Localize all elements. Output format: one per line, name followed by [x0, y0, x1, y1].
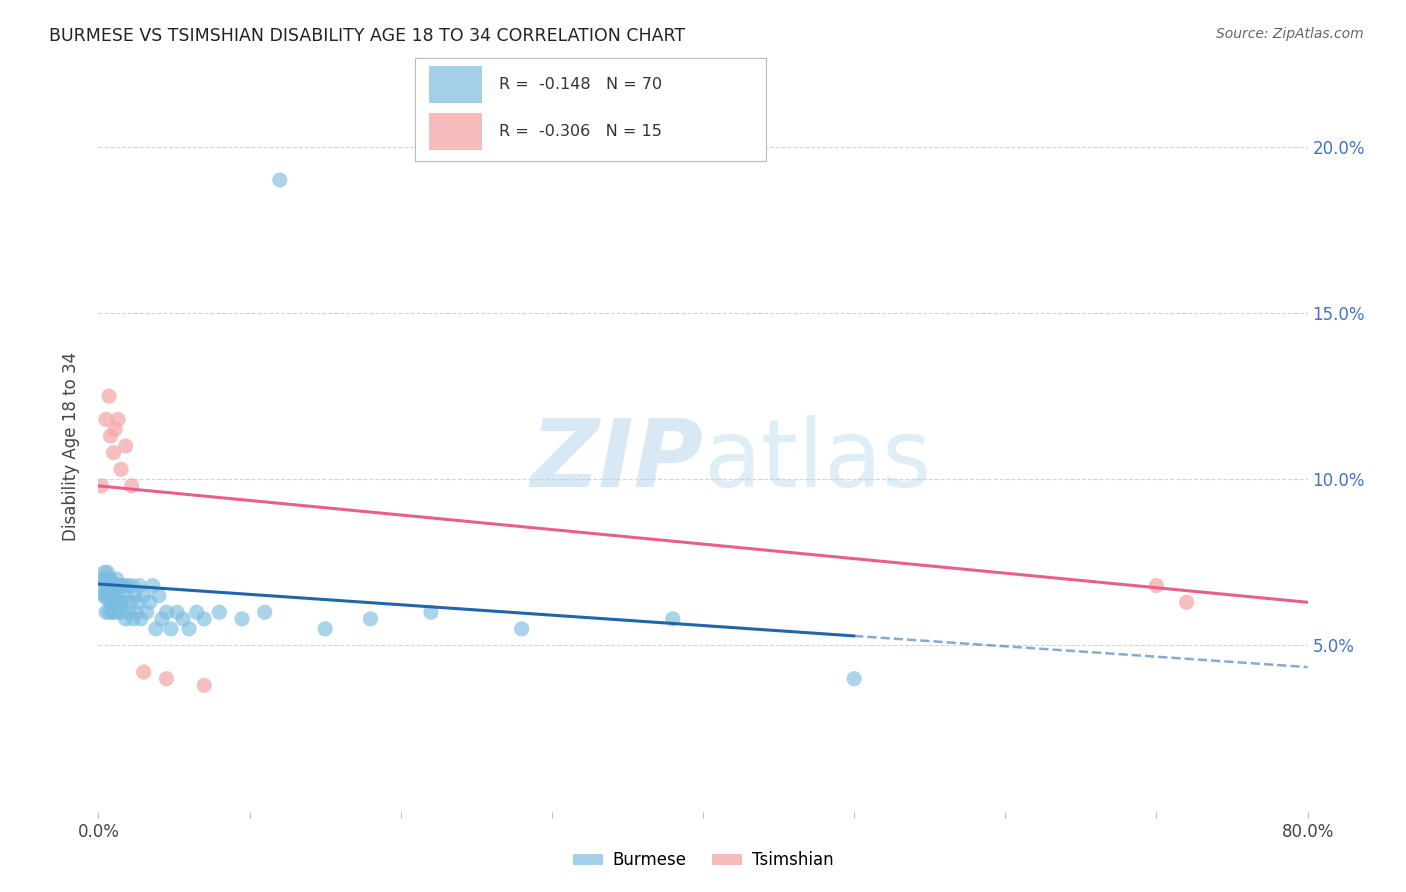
- Point: [90, 479, 112, 493]
- Point: [360, 612, 382, 626]
- Point: [98, 605, 121, 619]
- Point: [110, 579, 132, 593]
- Point: [121, 579, 143, 593]
- Point: [101, 605, 124, 619]
- Point: [120, 595, 142, 609]
- Point: [98, 389, 121, 403]
- Point: [114, 589, 136, 603]
- Point: [661, 612, 683, 626]
- Point: [155, 605, 177, 619]
- Point: [108, 595, 131, 609]
- Point: [193, 612, 215, 626]
- Point: [155, 672, 177, 686]
- Point: [314, 622, 336, 636]
- Point: [121, 479, 143, 493]
- Point: [107, 412, 129, 426]
- Point: [107, 589, 129, 603]
- Point: [208, 605, 231, 619]
- Point: [172, 612, 194, 626]
- Point: [114, 612, 136, 626]
- Point: [96, 579, 118, 593]
- Point: [98, 572, 121, 586]
- Point: [93, 566, 115, 580]
- Bar: [429, 113, 481, 150]
- Text: atlas: atlas: [703, 415, 931, 507]
- Point: [90, 579, 112, 593]
- Point: [420, 605, 443, 619]
- Point: [110, 462, 132, 476]
- Point: [94, 589, 117, 603]
- Point: [112, 579, 135, 593]
- Point: [110, 605, 132, 619]
- Point: [1144, 579, 1167, 593]
- Point: [103, 579, 125, 593]
- Text: Source: ZipAtlas.com: Source: ZipAtlas.com: [1216, 27, 1364, 41]
- Point: [96, 566, 118, 580]
- Point: [193, 678, 215, 692]
- Point: [142, 579, 165, 593]
- Point: [96, 591, 118, 606]
- Point: [100, 579, 122, 593]
- Point: [101, 579, 124, 593]
- Point: [114, 439, 136, 453]
- Point: [135, 605, 157, 619]
- Point: [100, 429, 122, 443]
- Point: [122, 612, 145, 626]
- Point: [94, 605, 117, 619]
- Point: [104, 422, 127, 436]
- Point: [100, 595, 122, 609]
- Point: [93, 572, 115, 586]
- Point: [103, 605, 125, 619]
- Point: [844, 672, 866, 686]
- Point: [125, 605, 148, 619]
- Point: [231, 612, 253, 626]
- Point: [145, 622, 167, 636]
- Point: [269, 173, 291, 187]
- Point: [94, 412, 117, 426]
- Point: [104, 579, 127, 593]
- Point: [166, 605, 188, 619]
- Point: [510, 622, 533, 636]
- Point: [107, 605, 129, 619]
- Point: [104, 589, 127, 603]
- Point: [100, 572, 122, 586]
- Point: [103, 445, 125, 459]
- Point: [111, 595, 134, 609]
- Point: [150, 612, 173, 626]
- Point: [94, 579, 117, 593]
- Bar: [429, 66, 481, 103]
- Point: [105, 595, 128, 609]
- Point: [101, 589, 124, 603]
- Y-axis label: Disability Age 18 to 34: Disability Age 18 to 34: [62, 351, 80, 541]
- Text: ZIP: ZIP: [530, 415, 703, 507]
- Point: [1175, 595, 1198, 609]
- Point: [124, 589, 146, 603]
- Point: [128, 579, 150, 593]
- Text: R =  -0.148   N = 70: R = -0.148 N = 70: [499, 77, 662, 92]
- Point: [132, 589, 155, 603]
- Point: [139, 595, 162, 609]
- Point: [148, 589, 170, 603]
- Point: [115, 579, 138, 593]
- Point: [98, 589, 121, 603]
- Point: [129, 612, 152, 626]
- Legend: Burmese, Tsimshian: Burmese, Tsimshian: [572, 851, 834, 869]
- Text: R =  -0.306   N = 15: R = -0.306 N = 15: [499, 124, 662, 139]
- Point: [118, 605, 141, 619]
- Point: [160, 622, 183, 636]
- Point: [127, 595, 149, 609]
- Point: [108, 579, 131, 593]
- Point: [186, 605, 208, 619]
- Point: [179, 622, 201, 636]
- Point: [105, 572, 128, 586]
- Text: BURMESE VS TSIMSHIAN DISABILITY AGE 18 TO 34 CORRELATION CHART: BURMESE VS TSIMSHIAN DISABILITY AGE 18 T…: [49, 27, 685, 45]
- Point: [103, 595, 125, 609]
- Point: [132, 665, 155, 679]
- Point: [91, 589, 114, 603]
- Point: [253, 605, 276, 619]
